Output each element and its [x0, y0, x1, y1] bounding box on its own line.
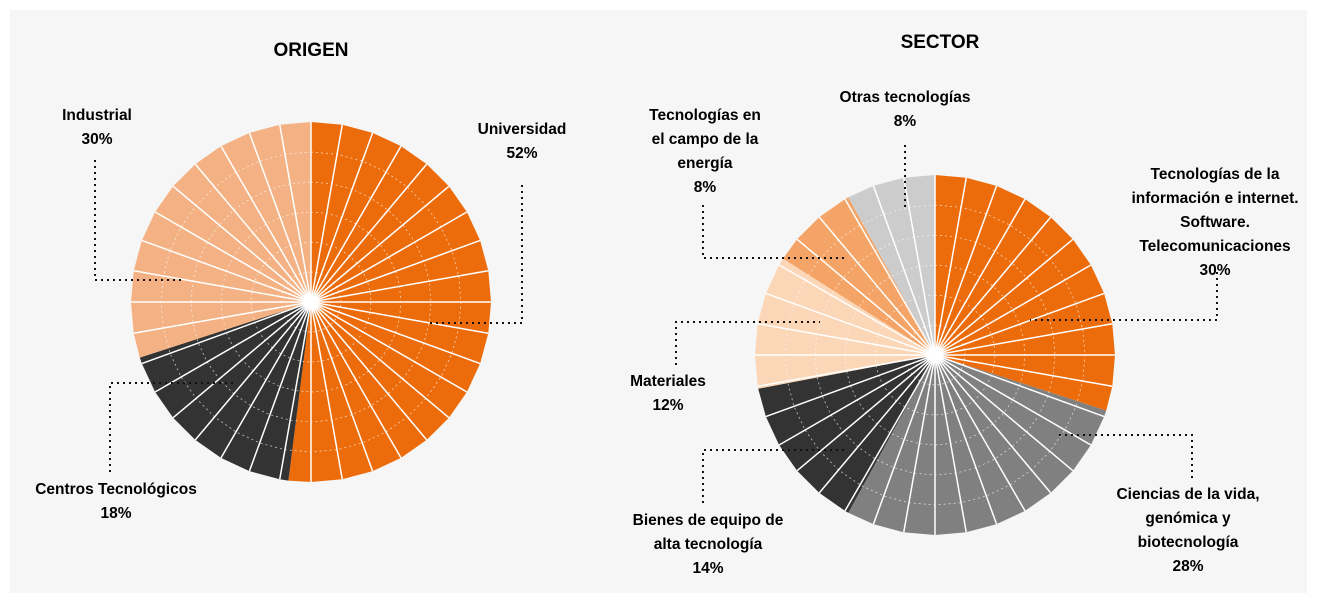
category-name: Materiales	[598, 370, 738, 394]
value-label: 30%	[27, 128, 167, 152]
value-label: 14%	[626, 557, 791, 581]
value-label: 52%	[452, 142, 592, 166]
chart-title: ORIGEN	[274, 40, 349, 62]
category-name: Centros Tecnológicos	[6, 478, 226, 502]
value-label: 8%	[815, 110, 995, 134]
value-label: 18%	[6, 502, 226, 526]
category-name: Industrial	[27, 104, 167, 128]
chart-title: SECTOR	[901, 32, 980, 54]
category-name: Tecnologías de la información e internet…	[1108, 163, 1317, 259]
category-name: Otras tecnologías	[815, 86, 995, 110]
value-label: 30%	[1108, 259, 1317, 283]
category-name: Ciencias de la vida, genómica y biotecno…	[1103, 483, 1273, 555]
category-name: Bienes de equipo de alta tecnología	[626, 509, 791, 557]
slice-label: Ciencias de la vida, genómica y biotecno…	[1103, 483, 1273, 579]
value-label: 28%	[1103, 555, 1273, 579]
slice-label: Tecnologías de la información e internet…	[1108, 163, 1317, 283]
value-label: 8%	[641, 176, 769, 200]
category-name: Universidad	[452, 118, 592, 142]
value-label: 12%	[598, 394, 738, 418]
category-name: Tecnologías en el campo de la energía	[641, 104, 769, 176]
